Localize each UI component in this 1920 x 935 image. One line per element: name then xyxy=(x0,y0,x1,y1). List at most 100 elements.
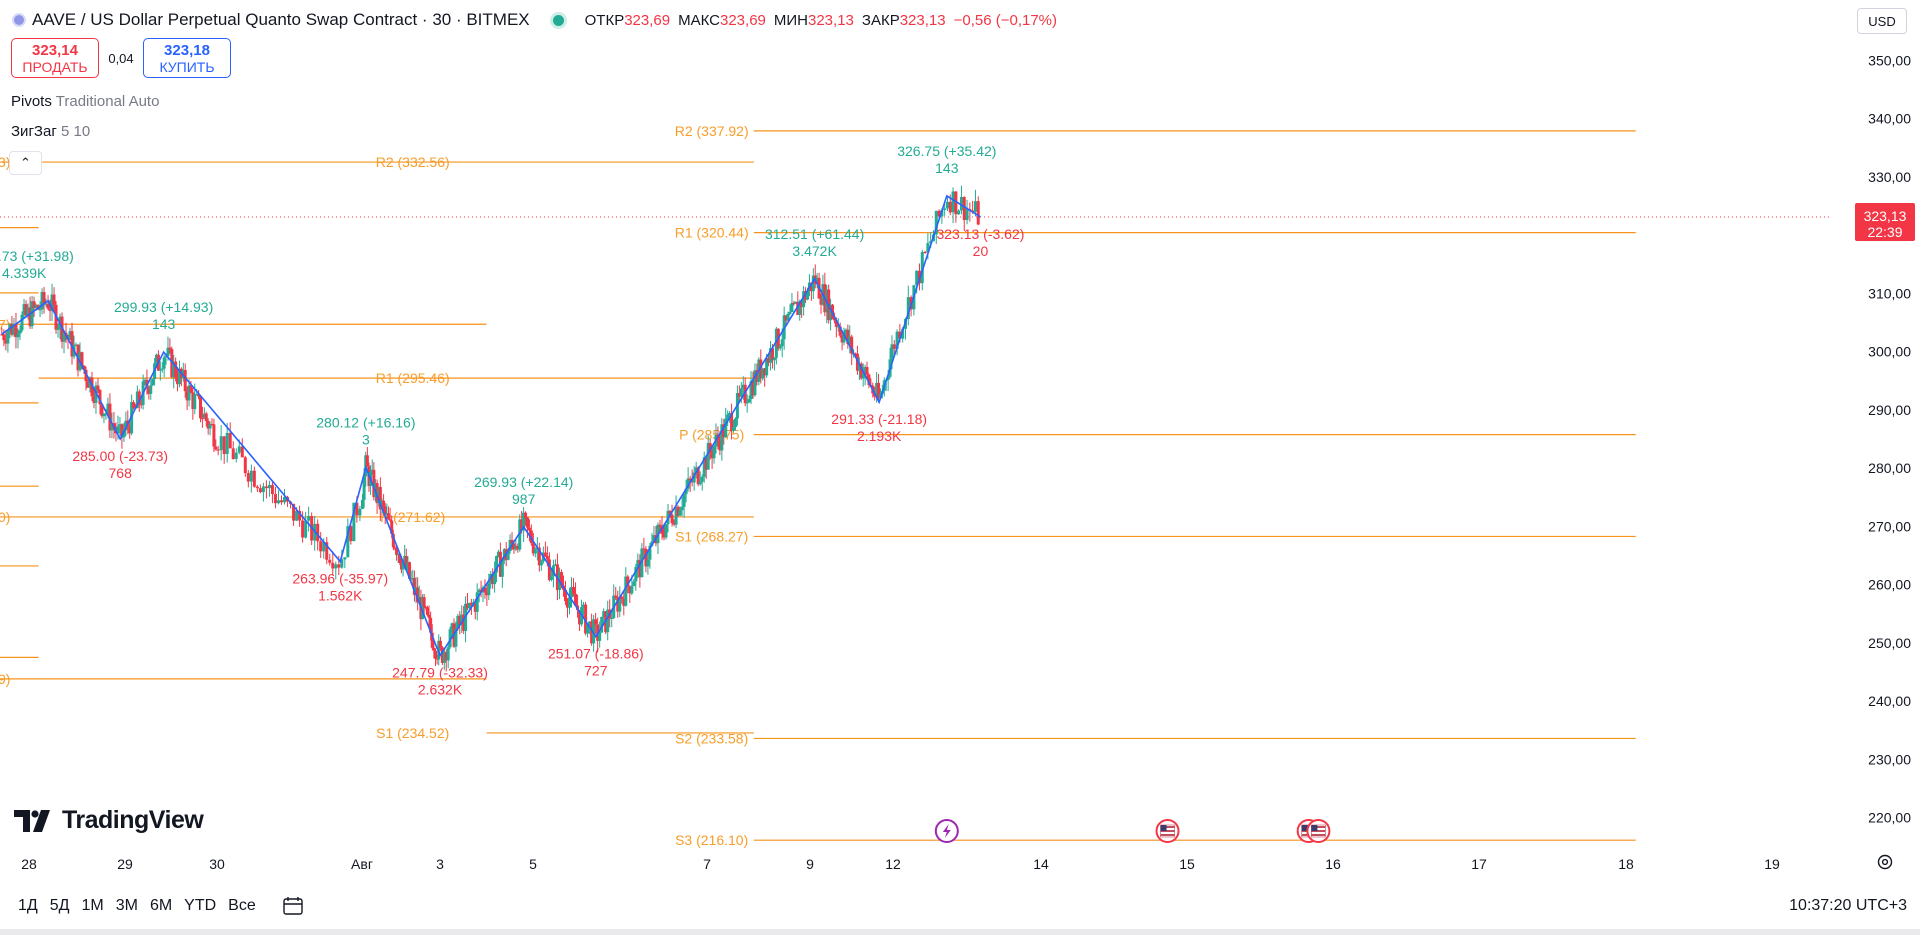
time-tick-label: 17 xyxy=(1471,856,1487,872)
candle-body xyxy=(137,391,141,405)
range-all-button[interactable]: Все xyxy=(228,897,256,914)
candle-body xyxy=(965,209,969,221)
candle-body xyxy=(753,370,757,396)
candle-body xyxy=(70,331,74,357)
candle-body xyxy=(708,443,712,454)
candle-body xyxy=(906,297,910,320)
candle-body xyxy=(448,629,452,648)
buy-label: КУПИТЬ xyxy=(159,59,215,75)
candle-body xyxy=(46,303,50,309)
candle-body xyxy=(502,549,506,561)
indicator-pivots[interactable]: Pivots Traditional Auto xyxy=(11,93,159,110)
candle-body xyxy=(626,576,630,587)
ohlc-low-label: МИН xyxy=(773,11,808,29)
candle-body xyxy=(94,385,98,403)
candle-body xyxy=(100,404,104,417)
candle-body xyxy=(432,647,436,651)
candle-body xyxy=(462,614,466,631)
sell-button[interactable]: 323,14 ПРОДАТЬ xyxy=(11,38,99,78)
candle-body xyxy=(600,617,604,633)
candle-body xyxy=(898,331,902,339)
range-5d-button[interactable]: 5Д xyxy=(49,897,70,914)
date-range-icon[interactable] xyxy=(282,896,304,916)
range-3m-button[interactable]: 3М xyxy=(115,897,138,914)
utc-clock[interactable]: 10:37:20 UTC+3 xyxy=(1789,897,1907,914)
settings-gear-icon[interactable] xyxy=(1876,853,1894,871)
candle-body xyxy=(811,275,815,292)
candle-body xyxy=(508,539,512,552)
ohlc-open-label: ОТКР xyxy=(584,11,625,29)
candle-body xyxy=(185,391,189,401)
candle-body xyxy=(80,352,84,366)
candle-body xyxy=(222,436,226,454)
candle-body xyxy=(24,304,28,316)
time-axis[interactable]: 28 29 30 Авг 3 5 7 9 12 14 15 16 17 18 19 xyxy=(21,856,1780,872)
candle-body xyxy=(187,385,191,401)
time-tick-label: 15 xyxy=(1179,856,1195,872)
candle-body xyxy=(122,430,126,438)
tradingview-logo[interactable]: TradingView xyxy=(14,806,204,835)
candle-body xyxy=(892,344,896,349)
aave-coin-icon xyxy=(12,13,26,27)
indicator-zigzag[interactable]: ЗигЗаг 5 10 xyxy=(11,123,90,140)
market-status-icon[interactable] xyxy=(549,11,567,29)
candle-body xyxy=(537,547,541,566)
candle-body xyxy=(425,607,429,615)
candle-body xyxy=(857,363,861,371)
candle-body xyxy=(724,418,728,438)
zigzag-label-volume: 2.193K xyxy=(857,428,902,444)
candle-body xyxy=(228,432,232,449)
chevron-up-icon: ⌃ xyxy=(20,155,31,170)
spread-value: 0,04 xyxy=(108,50,134,66)
candle-body xyxy=(92,396,96,403)
currency-selector[interactable]: USD xyxy=(1857,8,1907,34)
zigzag-label-volume: 987 xyxy=(512,491,536,507)
candle-body xyxy=(531,543,535,554)
symbol-title[interactable]: AAVE / US Dollar Perpetual Quanto Swap C… xyxy=(32,10,530,29)
candle-body xyxy=(590,621,594,644)
candle-body xyxy=(360,499,364,509)
candle-body xyxy=(545,555,549,560)
candle-body xyxy=(264,486,268,489)
time-tick-label: 3 xyxy=(436,856,444,872)
candle-body xyxy=(846,329,850,345)
candle-body xyxy=(686,478,690,489)
candle-body xyxy=(172,361,176,378)
range-ytd-button[interactable]: YTD xyxy=(184,897,217,914)
candle-body xyxy=(784,315,788,321)
buy-button[interactable]: 323,18 КУПИТЬ xyxy=(143,38,231,78)
candle-body xyxy=(829,304,833,321)
candle-body xyxy=(475,592,479,612)
time-tick-label: 19 xyxy=(1764,856,1780,872)
candle-body xyxy=(450,623,454,630)
candle-body xyxy=(926,243,930,253)
candle-body xyxy=(678,510,682,516)
range-1m-button[interactable]: 1М xyxy=(81,897,104,914)
candle-body xyxy=(442,651,446,663)
event-markers[interactable] xyxy=(934,819,1331,843)
range-1d-button[interactable]: 1Д xyxy=(18,897,38,914)
candle-body xyxy=(204,413,208,421)
candle-body xyxy=(676,506,680,516)
candle-body xyxy=(863,367,867,374)
candle-body xyxy=(120,424,124,438)
candle-body xyxy=(582,604,586,608)
candle-body xyxy=(957,210,961,215)
buy-price: 323,18 xyxy=(164,42,210,59)
pivot-level-label: 7) xyxy=(0,316,10,332)
horizontal-scrollbar[interactable] xyxy=(0,929,1920,935)
candle-body xyxy=(929,241,933,244)
candle-body xyxy=(440,647,444,663)
collapse-indicators-button[interactable]: ⌃ xyxy=(9,151,42,175)
candle-body xyxy=(747,399,751,403)
candle-body xyxy=(788,311,792,314)
candle-body xyxy=(720,424,724,451)
candle-body xyxy=(780,339,784,347)
countdown-label: 22:39 xyxy=(1867,224,1902,240)
candle-body xyxy=(231,448,235,459)
candle-body xyxy=(794,301,798,304)
candle-body xyxy=(606,609,610,633)
range-6m-button[interactable]: 6М xyxy=(149,897,173,914)
price-axis[interactable]: 350,00 340,00 330,00 310,00 300,00 290,00 280,… xyxy=(1830,0,1920,880)
